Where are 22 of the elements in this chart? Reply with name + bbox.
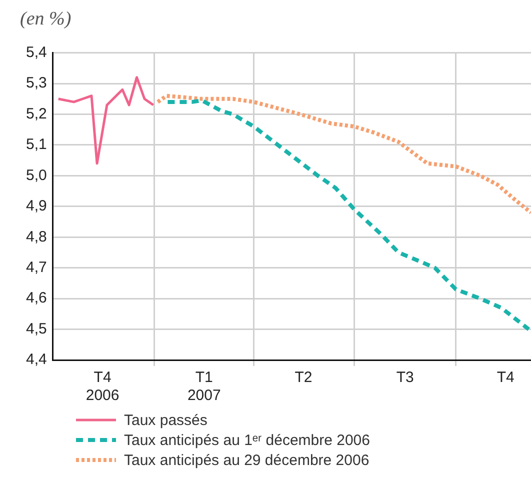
x-tick-label: T2 [294, 369, 312, 386]
y-tick-label: 5,4 [26, 44, 47, 61]
x-tick-label: T4 [496, 369, 514, 386]
line-series [166, 98, 531, 332]
line-series [156, 94, 531, 215]
legend-label: Taux anticipés au 29 décembre 2006 [124, 452, 370, 468]
y-tick-label: 5,3 [26, 74, 47, 92]
x-tick-label: T4 2006 [86, 369, 120, 404]
y-tick-label: 4,4 [26, 351, 47, 368]
y-tick-label: 4,6 [26, 290, 47, 307]
y-tick-label: 5,0 [26, 166, 47, 184]
y-tick-label: 4,9 [26, 198, 47, 215]
y-axis-title: (en %) [20, 8, 72, 30]
y-tick-label: 5,2 [26, 105, 47, 122]
y-tick-label: 4,5 [26, 320, 47, 338]
legend-label: Taux passés [124, 412, 208, 428]
x-tick-label: T1 2007 [187, 369, 221, 404]
x-tick-label: T3 [396, 369, 414, 386]
y-tick-label: 4,7 [26, 258, 47, 276]
y-tick-label: 4,8 [26, 228, 47, 246]
y-tick-label: 5,1 [26, 136, 47, 154]
legend-label: Taux anticipés au 1ᵉʳ décembre 2006 [124, 432, 370, 448]
